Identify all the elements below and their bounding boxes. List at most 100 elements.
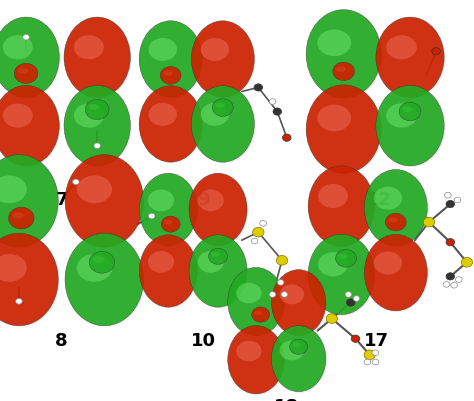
Ellipse shape — [366, 236, 429, 312]
Ellipse shape — [387, 215, 408, 233]
Ellipse shape — [141, 175, 199, 247]
Ellipse shape — [66, 235, 145, 327]
Circle shape — [461, 258, 473, 267]
Circle shape — [281, 292, 288, 298]
Ellipse shape — [318, 253, 348, 277]
Circle shape — [454, 198, 461, 203]
Ellipse shape — [401, 104, 422, 123]
Circle shape — [423, 218, 435, 227]
Circle shape — [443, 282, 450, 288]
Ellipse shape — [308, 12, 383, 100]
Ellipse shape — [191, 237, 248, 309]
Ellipse shape — [386, 104, 417, 128]
Ellipse shape — [148, 190, 174, 212]
Ellipse shape — [198, 251, 224, 273]
Circle shape — [445, 193, 451, 198]
Ellipse shape — [0, 255, 27, 282]
Ellipse shape — [376, 86, 444, 166]
Circle shape — [446, 239, 455, 246]
Ellipse shape — [385, 214, 406, 231]
Ellipse shape — [65, 87, 132, 168]
Text: 8: 8 — [55, 331, 68, 349]
Ellipse shape — [376, 18, 444, 98]
Circle shape — [326, 314, 337, 324]
Ellipse shape — [0, 176, 27, 204]
Circle shape — [346, 299, 355, 306]
Ellipse shape — [164, 220, 173, 225]
Ellipse shape — [318, 184, 348, 209]
Ellipse shape — [229, 269, 285, 337]
Ellipse shape — [191, 87, 254, 163]
Ellipse shape — [374, 187, 402, 210]
Ellipse shape — [191, 22, 254, 98]
Ellipse shape — [0, 19, 61, 99]
Ellipse shape — [374, 252, 402, 275]
Ellipse shape — [308, 235, 374, 315]
Ellipse shape — [399, 103, 421, 122]
Ellipse shape — [18, 69, 28, 75]
Ellipse shape — [0, 235, 60, 327]
Ellipse shape — [273, 271, 327, 337]
Ellipse shape — [339, 254, 348, 259]
Ellipse shape — [140, 23, 203, 99]
Ellipse shape — [139, 174, 197, 246]
Circle shape — [446, 201, 455, 208]
Circle shape — [353, 296, 360, 302]
Circle shape — [277, 280, 284, 286]
Ellipse shape — [402, 107, 412, 113]
Ellipse shape — [272, 270, 326, 336]
Ellipse shape — [292, 343, 301, 347]
Ellipse shape — [386, 36, 417, 60]
Ellipse shape — [198, 190, 224, 212]
Circle shape — [273, 109, 282, 116]
Ellipse shape — [189, 174, 247, 246]
Ellipse shape — [334, 64, 356, 83]
Circle shape — [94, 144, 100, 149]
Circle shape — [372, 359, 379, 365]
Ellipse shape — [228, 326, 284, 394]
Ellipse shape — [141, 237, 199, 309]
Ellipse shape — [364, 235, 428, 311]
Ellipse shape — [65, 19, 132, 99]
Ellipse shape — [85, 100, 109, 120]
Ellipse shape — [364, 170, 428, 246]
Ellipse shape — [164, 71, 173, 77]
Circle shape — [269, 99, 276, 105]
Ellipse shape — [201, 103, 229, 126]
Ellipse shape — [308, 166, 374, 247]
Ellipse shape — [333, 63, 355, 81]
Ellipse shape — [252, 307, 270, 322]
Circle shape — [372, 350, 379, 356]
Ellipse shape — [65, 234, 144, 326]
Ellipse shape — [318, 30, 351, 57]
Ellipse shape — [255, 311, 263, 315]
Ellipse shape — [337, 251, 358, 269]
Ellipse shape — [377, 87, 446, 168]
Ellipse shape — [306, 10, 381, 99]
Ellipse shape — [273, 327, 327, 393]
Ellipse shape — [366, 171, 429, 247]
Ellipse shape — [74, 104, 104, 128]
Ellipse shape — [216, 103, 225, 109]
Ellipse shape — [148, 39, 177, 62]
Ellipse shape — [74, 36, 104, 60]
Ellipse shape — [310, 168, 376, 248]
Ellipse shape — [12, 213, 24, 219]
Text: 17: 17 — [365, 331, 389, 349]
Ellipse shape — [148, 251, 174, 273]
Ellipse shape — [201, 39, 229, 62]
Ellipse shape — [163, 218, 182, 234]
Ellipse shape — [3, 104, 33, 128]
Ellipse shape — [310, 236, 376, 316]
Ellipse shape — [0, 234, 58, 326]
Ellipse shape — [189, 235, 247, 307]
Ellipse shape — [336, 67, 346, 73]
Circle shape — [446, 273, 455, 280]
Ellipse shape — [91, 253, 116, 275]
Circle shape — [23, 35, 29, 41]
Ellipse shape — [139, 87, 202, 163]
Text: 18: 18 — [274, 397, 300, 401]
Text: 12: 12 — [367, 190, 392, 209]
Circle shape — [148, 214, 155, 219]
Circle shape — [276, 256, 288, 265]
